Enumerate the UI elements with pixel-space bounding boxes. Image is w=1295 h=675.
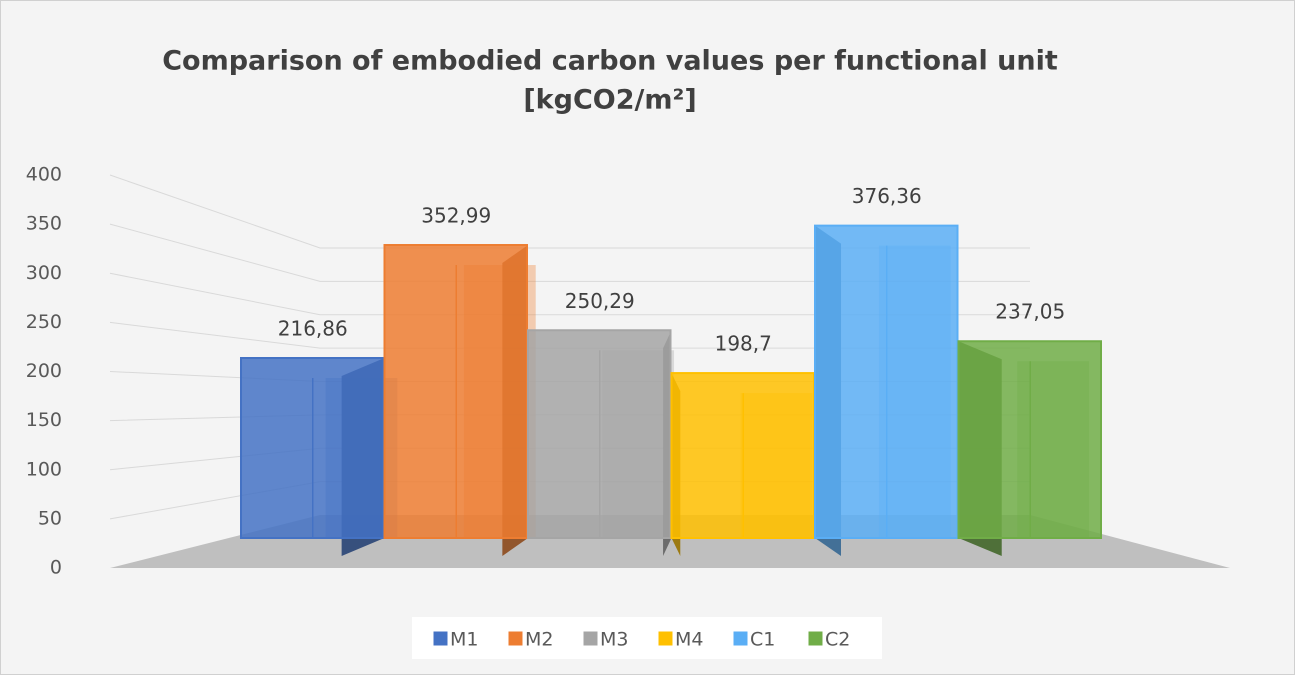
legend-swatch (658, 631, 673, 646)
legend-label: M1 (450, 629, 478, 651)
value-label: 216,86 (278, 317, 348, 341)
y-tick-label: 250 (26, 311, 62, 333)
value-label: 250,29 (565, 289, 635, 313)
legend-swatch (433, 631, 448, 646)
value-label: 198,7 (715, 332, 772, 356)
grid-line (109, 174, 1030, 249)
value-label: 376,36 (852, 184, 922, 208)
legend-swatch (733, 631, 748, 646)
legend-label: C1 (750, 629, 775, 651)
chart-title: [kgCO2/m²] (523, 85, 696, 116)
y-tick-label: 150 (26, 409, 62, 431)
legend-box (412, 617, 882, 659)
legend-label: C2 (825, 629, 850, 651)
y-tick-label: 50 (38, 507, 62, 529)
grid-line (109, 321, 1030, 349)
grid-line (109, 223, 1030, 282)
y-tick-label: 100 (26, 458, 62, 480)
legend-label: M4 (675, 629, 703, 651)
y-tick-label: 350 (26, 213, 62, 235)
legend-swatch (583, 631, 598, 646)
legend-swatch (808, 631, 823, 646)
y-tick-label: 200 (26, 360, 62, 382)
legend-swatch (508, 631, 523, 646)
y-tick-label: 300 (26, 262, 62, 284)
grid-line (109, 272, 1030, 316)
value-label: 352,99 (421, 204, 491, 228)
y-tick-label: 400 (26, 164, 62, 186)
y-tick-label: 0 (50, 557, 62, 579)
chart-title: Comparison of embodied carbon values per… (162, 46, 1058, 77)
legend-label: M2 (525, 629, 553, 651)
legend-label: M3 (600, 629, 628, 651)
value-label: 237,05 (995, 300, 1065, 324)
